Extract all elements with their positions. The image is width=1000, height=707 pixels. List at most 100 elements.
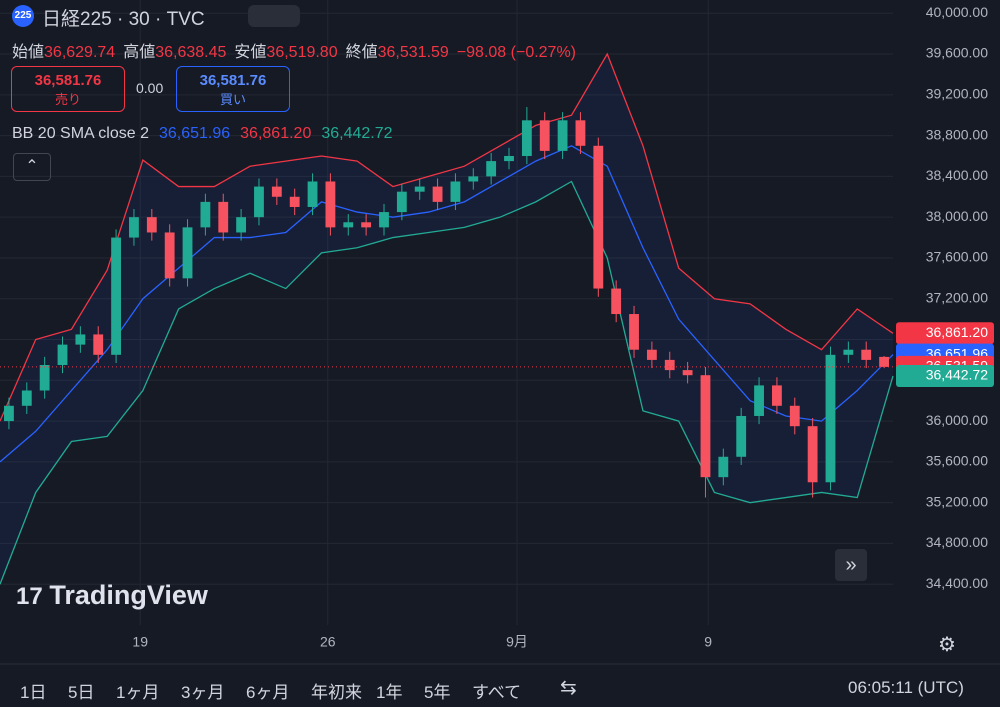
candle-body	[861, 349, 872, 360]
change: −98.08 (−0.27%)	[456, 44, 577, 61]
candle-body	[379, 212, 389, 228]
timeframe-button[interactable]: 3ヶ月	[181, 683, 225, 702]
ohlc-label: 終値	[345, 44, 378, 61]
sell-button[interactable]: 36,581.76 売り	[11, 66, 125, 112]
ohlc-value: 36,638.45	[155, 44, 227, 61]
x-tick-label: 19	[132, 634, 148, 650]
buy-label: 買い	[219, 92, 246, 107]
y-tick-label: 38,000.00	[926, 208, 988, 224]
candle-body	[504, 155, 514, 162]
candle-body	[468, 176, 479, 182]
candle-body	[879, 356, 889, 367]
y-tick-label: 37,600.00	[926, 249, 988, 265]
timeframe-button[interactable]: 年初来	[311, 683, 362, 702]
candle-body	[75, 334, 86, 345]
candle-body	[664, 359, 675, 371]
candle-body	[361, 222, 372, 228]
candle-body	[343, 222, 354, 228]
spread: 0.00	[136, 80, 164, 96]
candle-body	[218, 201, 229, 233]
candle-body	[611, 288, 622, 315]
candle-body	[21, 390, 32, 406]
collapse-button[interactable]: ⌃	[13, 153, 51, 181]
candle-body	[682, 370, 693, 376]
sell-label: 売り	[54, 92, 81, 107]
band-line	[0, 52, 894, 422]
indicator-name: BB 20 SMA close 2	[12, 125, 149, 142]
buy-price: 36,581.76	[199, 72, 267, 89]
candle-body	[164, 232, 175, 279]
candle-body	[629, 314, 639, 350]
watermark-logo: 17	[16, 583, 50, 610]
timeframe-button[interactable]: 1日	[20, 683, 47, 702]
candle-body	[414, 186, 425, 192]
indicator-value: 36,861.20	[240, 125, 312, 142]
y-tick-label: 39,200.00	[926, 86, 988, 102]
candle-body	[718, 456, 729, 478]
candle-body	[700, 375, 711, 478]
y-tick-label: 39,600.00	[926, 45, 988, 61]
candle-body	[39, 365, 50, 391]
timeframe-button[interactable]: 5日	[68, 683, 95, 702]
candle-body	[4, 405, 14, 422]
scroll-right[interactable]: »	[835, 549, 867, 581]
watermark: 17 TradingView	[16, 580, 208, 611]
candle-body	[325, 181, 336, 228]
indicator-value: 36,442.72	[321, 125, 393, 142]
candle-body	[736, 415, 747, 457]
candle-body	[521, 120, 532, 156]
candle-body	[432, 186, 443, 202]
y-tick-label: 35,600.00	[926, 453, 988, 469]
timeframe-button[interactable]: 6ヶ月	[246, 683, 290, 702]
candle-body	[182, 227, 193, 279]
candle-body	[289, 196, 300, 207]
candle-body	[843, 349, 854, 355]
status-toggle[interactable]	[248, 5, 300, 27]
symbol-badge: 225	[12, 5, 34, 27]
ohlc-value: 36,531.59	[377, 44, 449, 61]
band-line	[0, 145, 894, 463]
price-tag	[896, 364, 994, 387]
timeframe-button[interactable]: 1ヶ月	[116, 683, 160, 702]
candle-body	[307, 181, 318, 207]
y-tick-label: 38,800.00	[926, 126, 988, 142]
price-tag	[896, 322, 994, 345]
symbol[interactable]: 日経225 · 30 · TVC	[42, 9, 205, 30]
candle-body	[236, 217, 247, 233]
candle-body	[754, 385, 764, 416]
x-tick-label: 9	[704, 634, 712, 650]
timeframe-button[interactable]: すべて	[472, 683, 522, 702]
date-range-icon[interactable]: ⇆	[560, 677, 577, 699]
candle-body	[396, 191, 407, 213]
price-tag-label: 36,442.72	[926, 367, 988, 383]
y-tick-label: 36,000.00	[926, 412, 988, 428]
candle-body	[593, 145, 604, 289]
price-tag-label: 36,861.20	[926, 324, 988, 340]
candle-body	[646, 349, 657, 360]
candle-body	[111, 237, 122, 355]
x-tick-label: 9月	[506, 634, 528, 650]
candle-body	[146, 217, 157, 233]
candle-body	[825, 354, 836, 483]
ohlc-label: 高値	[123, 44, 156, 61]
y-tick-label: 35,200.00	[926, 493, 988, 509]
ohlc-value: 36,519.80	[266, 44, 338, 61]
indicator-legend: BB 20 SMA close 2 36,651.96 36,861.20 36,44…	[12, 125, 393, 143]
candle-body	[789, 405, 800, 427]
timeframe-button[interactable]: 1年	[376, 683, 403, 702]
candle-body	[450, 181, 461, 202]
y-tick-label: 34,800.00	[926, 534, 988, 550]
candle-body	[771, 385, 782, 406]
y-tick-label: 37,200.00	[926, 289, 988, 305]
x-tick-label: 26	[320, 634, 336, 650]
band-fill	[0, 54, 893, 585]
buy-button[interactable]: 36,581.76 買い	[176, 66, 290, 112]
y-tick-label: 38,400.00	[926, 167, 988, 183]
candle-body	[57, 344, 68, 366]
band-line	[0, 180, 894, 585]
settings-icon[interactable]: ⚙	[938, 634, 956, 656]
candle-body	[271, 186, 282, 197]
timeframe-button[interactable]: 5年	[424, 683, 451, 702]
candle-body	[486, 161, 497, 177]
